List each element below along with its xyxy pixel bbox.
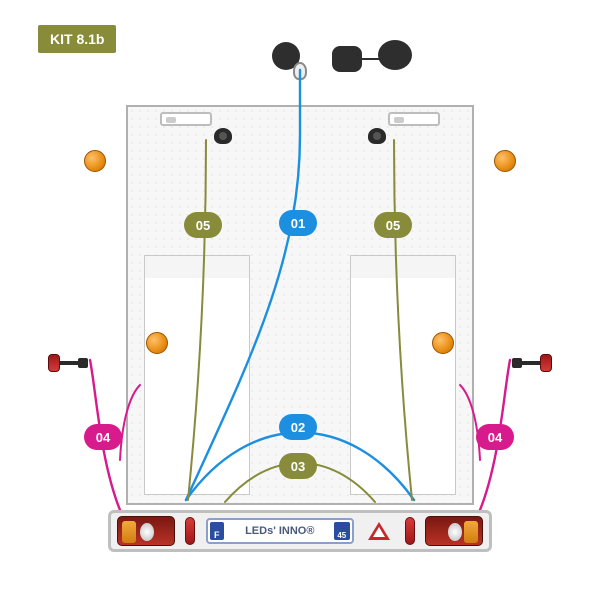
rear-fog xyxy=(185,517,195,545)
label-01: 01 xyxy=(279,210,317,236)
fender-right xyxy=(350,255,456,495)
warning-triangle xyxy=(368,522,390,540)
connector-top-left xyxy=(214,128,232,144)
hitch-ring xyxy=(293,62,307,80)
plug-adapter xyxy=(332,46,362,72)
kit-badge: KIT 8.1b xyxy=(38,25,116,53)
trailer-body xyxy=(126,105,474,505)
connector-top-right xyxy=(368,128,386,144)
front-marker-left xyxy=(160,112,212,126)
label-04: 04 xyxy=(84,424,122,450)
label-05: 05 xyxy=(184,212,222,238)
front-marker-right xyxy=(388,112,440,126)
tail-light-right xyxy=(425,516,483,546)
label-04: 04 xyxy=(476,424,514,450)
side-marker-left xyxy=(48,352,90,374)
plug-cable xyxy=(360,58,380,60)
reflector-top-right xyxy=(494,150,516,172)
side-marker-right xyxy=(510,352,552,374)
rear-reflector xyxy=(405,517,415,545)
rear-bumper: LEDs' INNO® xyxy=(108,510,492,552)
label-02: 02 xyxy=(279,414,317,440)
reflector-mid-left xyxy=(146,332,168,354)
reflector-mid-right xyxy=(432,332,454,354)
tail-light-left xyxy=(117,516,175,546)
label-03: 03 xyxy=(279,453,317,479)
fender-left xyxy=(144,255,250,495)
plug-socket xyxy=(378,40,412,70)
label-05: 05 xyxy=(374,212,412,238)
reflector-top-left xyxy=(84,150,106,172)
license-plate: LEDs' INNO® xyxy=(206,518,354,544)
